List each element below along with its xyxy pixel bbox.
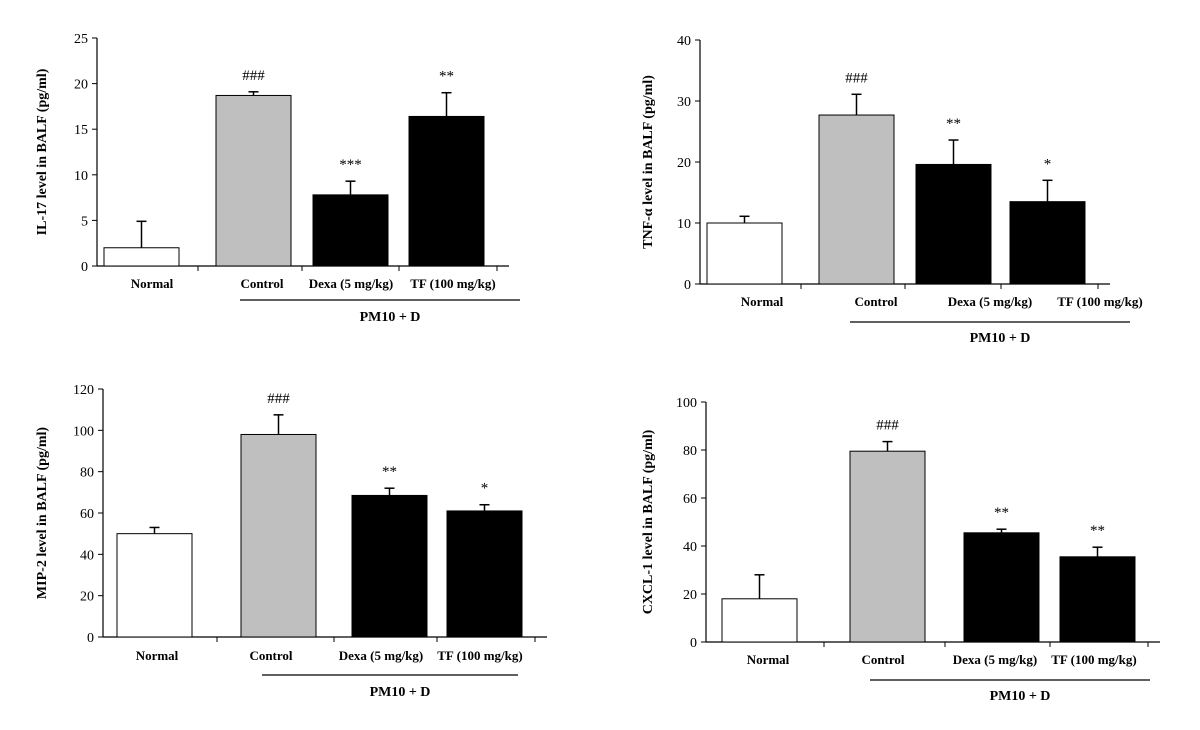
bar-4 (446, 510, 523, 638)
category-label: Normal (747, 652, 790, 667)
category-label: Normal (131, 276, 174, 291)
y-tick-label: 40 (683, 540, 697, 555)
significance-mark: * (1044, 156, 1052, 172)
y-tick-label: 40 (80, 548, 94, 563)
category-label: Control (861, 652, 904, 667)
bar-4 (1009, 201, 1086, 285)
category-label: Dexa (5 mg/kg) (309, 276, 394, 291)
y-axis-label: TNF-α level in BALF (pg/ml) (641, 75, 656, 249)
y-tick-label: 0 (684, 278, 691, 293)
bar-2 (818, 114, 895, 285)
bar-3 (915, 163, 992, 285)
y-tick-label: 100 (676, 396, 697, 411)
bar-2 (849, 450, 926, 643)
y-tick-label: 30 (677, 95, 691, 110)
y-tick-label: 0 (87, 631, 94, 646)
y-tick-label: 80 (80, 466, 94, 481)
chart-panel-3: 0 20 40 60 80 100 120 MIP-2 level in BALF (pg/m… (35, 383, 547, 700)
y-tick-label: 60 (683, 492, 697, 507)
group-label: PM10 + D (970, 331, 1031, 346)
y-tick-label: 100 (73, 424, 94, 439)
bar-1 (103, 247, 180, 267)
y-tick-label: 20 (677, 156, 691, 171)
category-label: TF (100 mg/kg) (410, 276, 495, 291)
significance-mark: ### (242, 68, 265, 84)
y-axis-label: CXCL-1 level in BALF (pg/ml) (641, 429, 656, 614)
significance-mark: ### (845, 70, 868, 86)
bar-3 (963, 532, 1040, 643)
category-label: Normal (741, 294, 784, 309)
category-label: TF (100 mg/kg) (1057, 294, 1142, 309)
significance-mark: * (481, 481, 489, 497)
y-tick-label: 20 (74, 78, 88, 93)
chart-panel-4: 0 20 40 60 80 100 CXCL-1 level in BALF (pg/ml)… (641, 396, 1160, 704)
significance-mark: ** (946, 116, 961, 132)
significance-mark: ### (267, 391, 290, 407)
category-label: Control (249, 648, 292, 663)
bar-1 (721, 598, 798, 643)
chart-panel-2: 0 10 20 30 40 TNF-α level in BALF (pg/ml) Norm… (641, 34, 1143, 346)
bar-4 (408, 115, 485, 267)
category-label: Dexa (5 mg/kg) (948, 294, 1033, 309)
significance-mark: ### (876, 418, 899, 434)
chart-panel-1: 0 5 10 15 20 25 IL-17 level in BALF (pg/ml) Nor… (35, 32, 520, 325)
bar-1 (116, 533, 193, 638)
significance-mark: ** (1090, 523, 1105, 539)
y-tick-label: 0 (81, 260, 88, 275)
y-tick-label: 80 (683, 444, 697, 459)
category-label: TF (100 mg/kg) (437, 648, 522, 663)
y-tick-label: 10 (677, 217, 691, 232)
bar-4 (1059, 556, 1136, 643)
category-label: TF (100 mg/kg) (1051, 652, 1136, 667)
significance-mark: ** (439, 69, 454, 85)
y-tick-label: 60 (80, 507, 94, 522)
y-axis-label: MIP-2 level in BALF (pg/ml) (35, 427, 50, 599)
bar-2 (240, 433, 317, 638)
category-label: Dexa (5 mg/kg) (339, 648, 424, 663)
y-tick-label: 25 (74, 32, 88, 47)
y-axis-label: IL-17 level in BALF (pg/ml) (35, 68, 50, 235)
category-label: Dexa (5 mg/kg) (953, 652, 1038, 667)
y-tick-label: 10 (74, 169, 88, 184)
significance-mark: ** (382, 464, 397, 480)
y-tick-label: 120 (73, 383, 94, 398)
y-tick-label: 5 (81, 214, 88, 229)
bar-3 (312, 194, 389, 267)
significance-mark: ** (994, 505, 1009, 521)
y-tick-label: 15 (74, 123, 88, 138)
y-tick-label: 0 (690, 636, 697, 651)
group-label: PM10 + D (360, 310, 421, 325)
y-tick-label: 40 (677, 34, 691, 49)
category-label: Normal (136, 648, 179, 663)
bar-1 (706, 222, 783, 285)
bar-3 (351, 494, 428, 638)
category-label: Control (854, 294, 897, 309)
y-tick-label: 20 (80, 590, 94, 605)
y-tick-label: 20 (683, 588, 697, 603)
category-label: Control (240, 276, 283, 291)
significance-mark: *** (339, 157, 362, 173)
group-label: PM10 + D (370, 685, 431, 700)
bar-2 (215, 94, 292, 267)
group-label: PM10 + D (990, 689, 1051, 704)
